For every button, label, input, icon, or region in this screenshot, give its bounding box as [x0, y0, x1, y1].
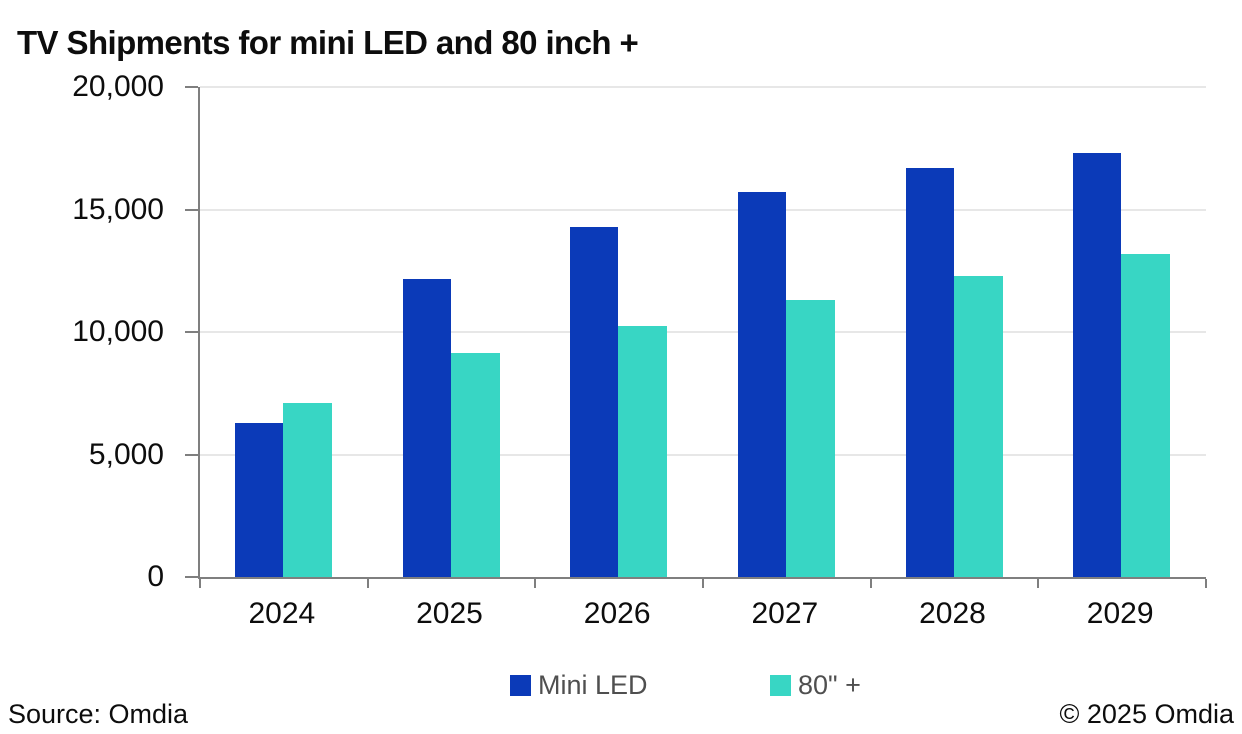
bar-mini-led-2025 [402, 279, 451, 577]
chart-title: TV Shipments for mini LED and 80 inch + [17, 24, 639, 61]
y-axis-label-10000: 10,000 [72, 315, 164, 348]
y-axis-label-5000: 5,000 [88, 437, 164, 471]
bar-mini-led-2024 [234, 422, 283, 577]
gridline-5000 [200, 453, 1206, 456]
x-axis-label-2028: 2028 [919, 597, 986, 630]
bar-80--2029 [1121, 253, 1171, 577]
y-axis-tick-20000 [185, 86, 198, 88]
bar-mini-led-2029 [1073, 153, 1122, 577]
bar-mini-led-2026 [570, 226, 619, 577]
gridline-20000 [200, 86, 1206, 88]
y-axis-tick-5000 [185, 453, 198, 456]
x-axis-label-2025: 2025 [416, 597, 483, 630]
y-axis-tick-0 [185, 576, 198, 578]
y-axis-label-20000: 20,000 [72, 70, 164, 103]
bar-80--2024 [282, 403, 332, 577]
y-axis-tick-labels: 0 5,000 10,000 15,000 20,000 [0, 0, 168, 734]
x-axis-label-2027: 2027 [751, 597, 819, 630]
x-axis-tick-4 [869, 579, 872, 588]
y-axis-tick-15000 [185, 208, 198, 211]
source-note: Source: Omdia [8, 699, 189, 729]
legend-item-80-plus: 80" + [770, 670, 861, 701]
bar-mini-led-2027 [737, 192, 786, 577]
x-axis-tick-0 [199, 579, 201, 588]
x-axis-tick-2 [534, 579, 537, 588]
y-axis-label-15000: 15,000 [72, 192, 164, 226]
bar-80--2028 [953, 275, 1003, 577]
bar-80--2026 [618, 325, 668, 577]
legend-swatch-80-plus [770, 675, 791, 696]
bar-mini-led-2028 [905, 167, 954, 577]
legend-swatch-mini-led [510, 675, 531, 696]
y-axis-tick-10000 [185, 331, 198, 333]
legend-label-mini-led: Mini LED [538, 670, 648, 700]
y-axis-label-0: 0 [147, 560, 164, 593]
plot-area [185, 86, 1207, 588]
x-axis-label-2029: 2029 [1086, 597, 1154, 630]
gridline-10000 [200, 331, 1206, 333]
legend-item-mini-led: Mini LED [510, 670, 648, 701]
x-axis-tick-1 [366, 579, 369, 588]
x-axis-tick-6 [1205, 579, 1207, 588]
legend-label-80-plus: 80" + [798, 670, 861, 700]
x-axis-tick-5 [1037, 579, 1040, 588]
bar-80--2027 [785, 300, 835, 577]
x-axis-tick-3 [702, 579, 704, 588]
gridline-15000 [200, 208, 1206, 211]
x-axis-label-2026: 2026 [583, 597, 651, 630]
bar-80--2025 [450, 352, 500, 577]
x-axis-label-2024: 2024 [248, 597, 316, 630]
copyright-note: © 2025 Omdia [1059, 699, 1235, 729]
